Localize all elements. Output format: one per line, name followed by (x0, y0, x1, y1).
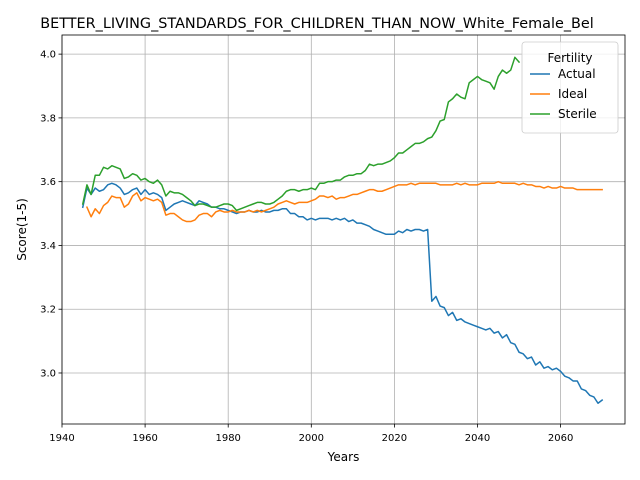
x-tick-label: 2040 (465, 433, 490, 444)
legend-items: Actual Ideal Sterile (530, 67, 597, 121)
chart-title: BETTER_LIVING_STANDARDS_FOR_CHILDREN_THA… (40, 16, 594, 32)
plot-frame (61, 34, 626, 425)
x-tick-label: 2020 (382, 433, 407, 444)
series-line-ideal (85, 180, 603, 223)
x-tick-label: 1960 (132, 433, 157, 444)
series-layer (81, 56, 604, 405)
y-tick-label: 3.6 (40, 177, 56, 188)
legend-label-ideal: Ideal (558, 87, 587, 101)
y-tick-label: 3.0 (40, 368, 56, 379)
grid-lines (61, 35, 625, 424)
x-tick-label: 2000 (299, 433, 324, 444)
legend-label-sterile: Sterile (558, 107, 597, 121)
legend-box (521, 41, 619, 134)
x-axis-label: Years (327, 450, 360, 464)
series-line-sterile (81, 56, 521, 212)
legend: Fertility Actual Ideal Sterile (521, 41, 619, 134)
y-axis-ticks: 3.0 3.2 3.4 3.6 3.8 4.0 (40, 50, 62, 379)
y-tick-label: 3.8 (40, 113, 56, 124)
x-tick-label: 1980 (215, 433, 240, 444)
y-tick-label: 3.2 (40, 305, 56, 316)
x-tick-label: 2060 (548, 433, 573, 444)
x-tick-label: 1940 (49, 433, 74, 444)
y-axis-label: Score(1-5) (15, 198, 29, 261)
legend-label-actual: Actual (558, 67, 596, 81)
legend-title: Fertility (547, 51, 592, 65)
y-tick-label: 4.0 (40, 50, 56, 61)
y-tick-label: 3.4 (40, 241, 56, 252)
series-line-actual (81, 182, 604, 405)
x-axis-ticks: 1940 1960 1980 2000 2020 2040 2060 (49, 424, 573, 444)
